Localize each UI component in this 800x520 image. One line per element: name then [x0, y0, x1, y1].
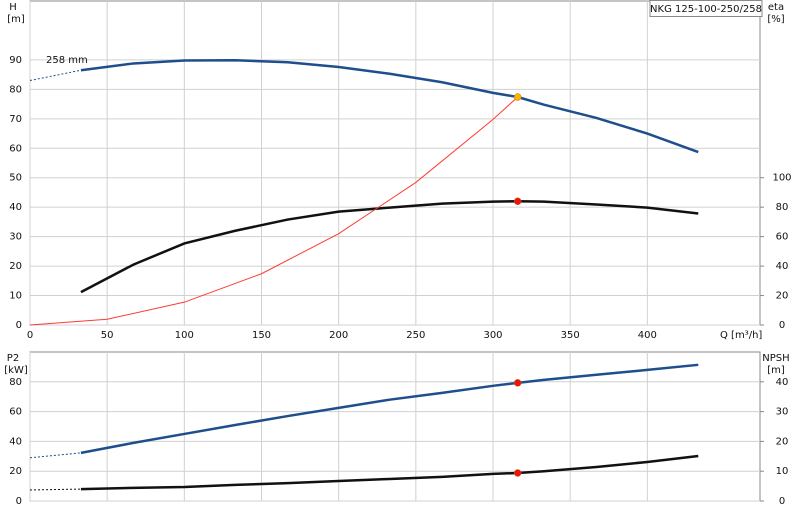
y2-axis-label: eta [768, 2, 784, 13]
y-axis-label: P2 [7, 353, 19, 364]
curve [29, 452, 81, 459]
curve [29, 488, 81, 491]
y2-axis-label: NPSH [762, 353, 789, 364]
y2-tick-label: 100 [772, 173, 791, 184]
y-tick-label: 80 [9, 84, 22, 95]
curve [80, 58, 699, 154]
x-tick-label: 200 [329, 330, 348, 341]
y-tick-label: 80 [9, 377, 22, 388]
curve [29, 69, 82, 82]
y-axis-unit: [kW] [4, 365, 28, 376]
plot-area [29, 351, 761, 502]
y2-tick-label: 40 [776, 261, 789, 272]
y2-tick-label: 30 [776, 407, 789, 418]
duty-point [513, 469, 522, 477]
y2-tick-label: 0 [779, 320, 785, 331]
y-tick-label: 90 [9, 55, 22, 66]
y-tick-label: 10 [9, 291, 22, 302]
y-tick-label: 60 [9, 407, 22, 418]
curve [80, 200, 699, 294]
y-tick-label: 30 [9, 232, 22, 243]
y2-axis-unit: [m] [767, 365, 785, 376]
y2-tick-label: 0 [779, 496, 785, 507]
x-axis-label: Q [m³/h] [720, 330, 762, 341]
x-tick-label: 250 [406, 330, 425, 341]
y2-tick-label: 60 [776, 232, 789, 243]
y-tick-label: 40 [9, 436, 22, 447]
y-axis-unit: [m] [7, 14, 25, 25]
y-tick-label: 0 [16, 496, 22, 507]
x-tick-label: 350 [561, 330, 580, 341]
y-tick-label: 70 [9, 114, 22, 125]
chart-title: NKG 125-100-250/258 [650, 4, 762, 15]
y-tick-label: 20 [9, 261, 22, 272]
annotation: 258 mm [46, 55, 88, 66]
x-tick-label: 400 [638, 330, 657, 341]
plot-area [29, 0, 761, 326]
y-tick-label: 40 [9, 202, 22, 213]
y2-axis-unit: [%] [767, 14, 784, 25]
x-tick-label: 0 [27, 330, 33, 341]
y-tick-label: 20 [9, 466, 22, 477]
x-tick-label: 300 [483, 330, 502, 341]
x-tick-label: 150 [252, 330, 271, 341]
y2-tick-label: 20 [776, 436, 789, 447]
duty-point [513, 93, 522, 101]
duty-point [513, 197, 522, 206]
curve [80, 363, 699, 455]
y2-tick-label: 80 [776, 202, 789, 213]
y-axis-label: H [9, 2, 17, 13]
legend-box [649, 0, 763, 17]
curve [80, 454, 699, 491]
x-tick-label: 100 [175, 330, 194, 341]
y2-tick-label: 40 [776, 377, 789, 388]
curve [29, 96, 519, 326]
x-tick-label: 50 [101, 330, 114, 341]
y-tick-label: 0 [16, 320, 22, 331]
y-tick-label: 50 [9, 173, 22, 184]
duty-point [513, 379, 522, 387]
y2-tick-label: 20 [776, 291, 789, 302]
y2-tick-label: 10 [776, 466, 789, 477]
y-tick-label: 60 [9, 143, 22, 154]
